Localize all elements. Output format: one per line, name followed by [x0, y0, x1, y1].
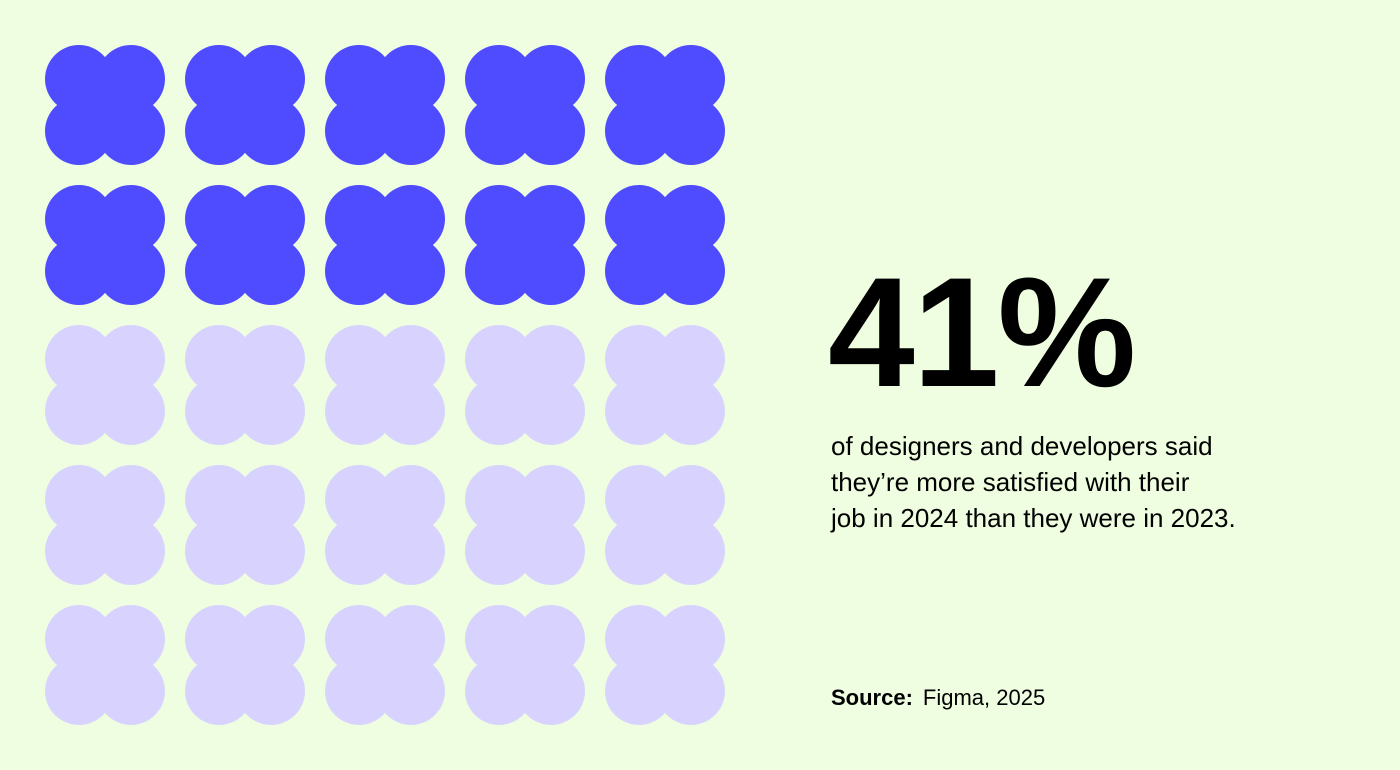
description-line: of designers and developers said: [831, 431, 1213, 461]
description-line: job in 2024 than they were in 2023.: [831, 503, 1236, 533]
waffle-unit-empty: [325, 465, 445, 585]
source: Source: Figma, 2025: [831, 685, 1045, 711]
waffle-unit-filled: [325, 185, 445, 305]
waffle-unit-empty: [185, 465, 305, 585]
waffle-unit-empty: [465, 605, 585, 725]
waffle-unit-filled: [45, 45, 165, 165]
description-line: they’re more satisfied with their: [831, 467, 1190, 497]
waffle-unit-empty: [325, 325, 445, 445]
waffle-unit-filled: [465, 185, 585, 305]
waffle-unit-empty: [605, 605, 725, 725]
waffle-unit-filled: [185, 185, 305, 305]
waffle-unit-filled: [185, 45, 305, 165]
waffle-unit-empty: [465, 465, 585, 585]
waffle-unit-filled: [45, 185, 165, 305]
waffle-unit-empty: [185, 605, 305, 725]
source-value: Figma, 2025: [922, 685, 1046, 710]
waffle-unit-empty: [325, 605, 445, 725]
waffle-unit-filled: [605, 185, 725, 305]
waffle-unit-empty: [45, 465, 165, 585]
waffle-unit-empty: [45, 325, 165, 445]
waffle-unit-filled: [605, 45, 725, 165]
waffle-unit-empty: [45, 605, 165, 725]
waffle-unit-filled: [465, 45, 585, 165]
waffle-unit-empty: [605, 465, 725, 585]
headline-percentage: 41%: [828, 246, 1136, 420]
waffle-unit-empty: [185, 325, 305, 445]
source-label: Source:: [831, 685, 913, 710]
waffle-unit-empty: [465, 325, 585, 445]
waffle-chart: [45, 45, 725, 725]
waffle-unit-filled: [325, 45, 445, 165]
waffle-unit-empty: [605, 325, 725, 445]
description: of designers and developers said they’re…: [831, 428, 1351, 536]
